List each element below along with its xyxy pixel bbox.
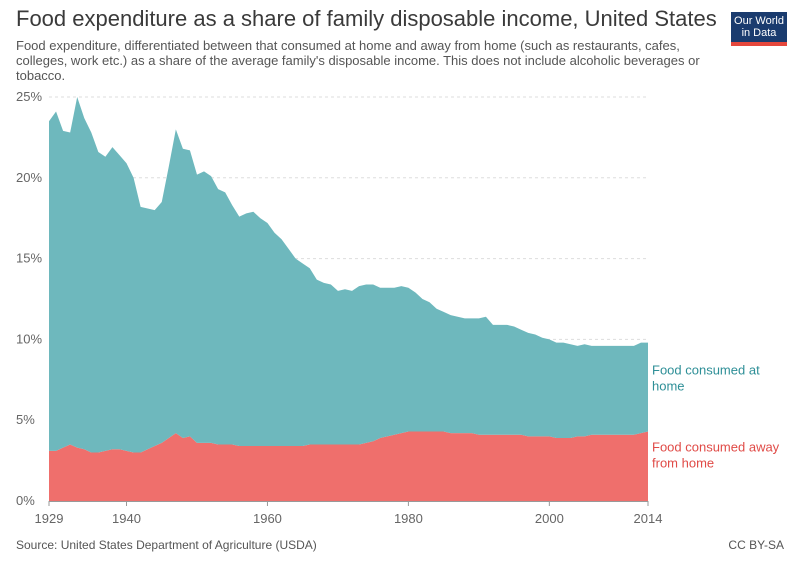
label-food-away-from-home: Food consumed away from home bbox=[652, 439, 780, 470]
license-note[interactable]: CC BY-SA bbox=[728, 538, 784, 552]
area-at-home[interactable] bbox=[49, 97, 648, 453]
x-tick-label: 2000 bbox=[535, 511, 564, 526]
y-tick-label: 10% bbox=[16, 331, 42, 346]
area-away-from-home[interactable] bbox=[49, 431, 648, 501]
logo-line-1: Our World bbox=[734, 15, 784, 27]
logo-accent-bar bbox=[731, 42, 787, 46]
x-tick-label: 1929 bbox=[35, 511, 64, 526]
y-tick-label: 0% bbox=[16, 493, 35, 508]
y-tick-label: 25% bbox=[16, 89, 42, 104]
x-tick-label: 1960 bbox=[253, 511, 282, 526]
series-labels: Food consumed at home Food consumed away fr… bbox=[652, 363, 780, 471]
axis-labels: 0% 5% 10% 15% 20% 25% 1929 1940 1960 1980 2000 2014 bbox=[16, 89, 662, 526]
label-food-at-home: Food consumed at home bbox=[652, 363, 760, 394]
y-tick-label: 5% bbox=[16, 412, 35, 427]
chart-title: Food expenditure as a share of family di… bbox=[16, 6, 717, 31]
x-tick-label: 1980 bbox=[394, 511, 423, 526]
y-tick-label: 15% bbox=[16, 251, 42, 266]
chart-subtitle: Food expenditure, differentiated between… bbox=[16, 38, 700, 83]
area-series bbox=[49, 97, 648, 501]
x-tick-label: 1940 bbox=[112, 511, 141, 526]
source-note[interactable]: Source: United States Department of Agri… bbox=[16, 538, 317, 552]
owid-logo[interactable]: Our World in Data bbox=[731, 12, 787, 46]
y-tick-label: 20% bbox=[16, 170, 42, 185]
logo-line-2: in Data bbox=[741, 27, 777, 39]
x-tick-label: 2014 bbox=[634, 511, 663, 526]
